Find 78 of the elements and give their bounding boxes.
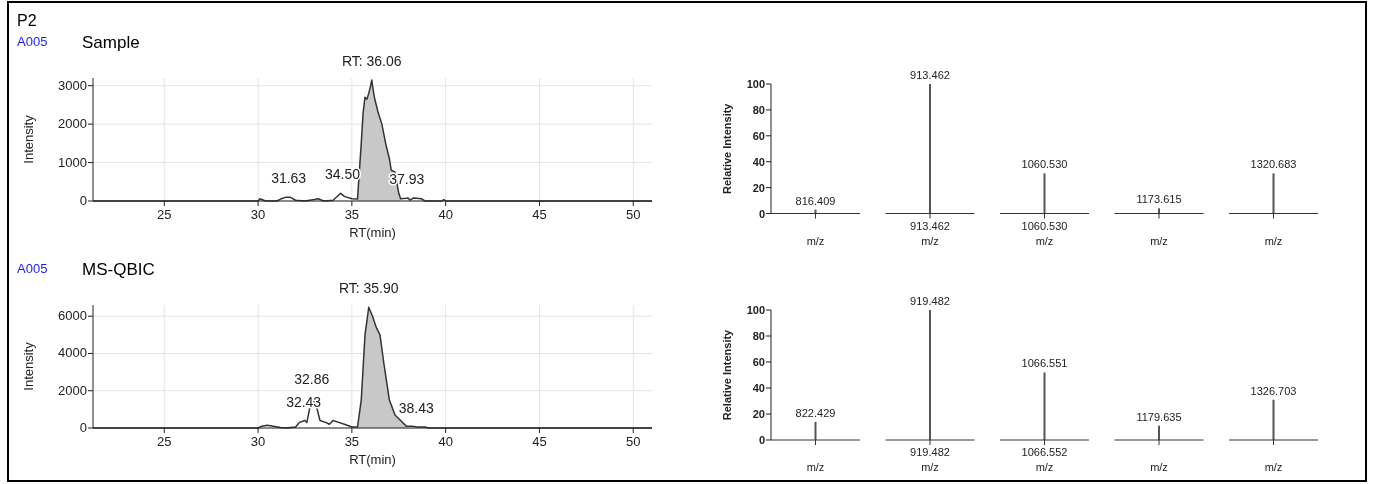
y-tick-label: 0 [758,434,765,446]
x-tick-label: 30 [250,207,266,222]
y-tick-label: 2000 [58,116,87,132]
annotation: RT: 35.90 [338,280,399,297]
bar [1158,425,1160,440]
x-axis-title: RT(min) [349,225,396,240]
text: P2 [17,12,37,29]
annotation: 32.86 [294,371,330,388]
x-axis-title: m/z [806,461,825,473]
text: m/z [1264,234,1283,247]
text: m/z [1264,461,1283,473]
annotation: 816.409 [795,194,836,207]
y-tick-label: 80 [752,103,765,116]
y-axis-title: Relative Intensity [721,328,733,421]
text: m/z [1035,461,1054,473]
y-tick-label: 60 [752,129,765,142]
bar [1043,372,1046,440]
text: m/z [921,461,939,473]
annotation: 919.482 [910,295,950,307]
y-tick-label: 20 [752,408,765,420]
y-axis-title: Intensity [21,341,36,391]
y-tick-label: 80 [752,330,765,342]
y-tick-label: 0 [758,207,765,220]
y-tick-label: 6000 [58,308,87,324]
annotation: 1066.551 [1021,357,1068,370]
text: m/z [921,234,939,247]
x-axis-title: RT(min) [349,452,396,467]
x-tick-label: 25 [157,207,172,222]
y-tick-label: 60 [752,356,765,368]
y-tick-label: 100 [746,304,765,316]
y-tick-label: 20 [752,181,765,194]
annotation: 1060.530 [1021,158,1068,171]
bar [1043,173,1046,214]
bar [1272,173,1275,214]
annotation: 1173.615 [1136,193,1182,206]
y-tick-label: 100 [746,78,765,90]
x-axis-title: m/z [806,234,825,247]
y-tick-label: 0 [79,420,87,435]
y-tick-label: 1000 [58,154,87,170]
y-tick-label: 40 [752,155,765,168]
x-tick-label: 40 [438,434,453,449]
bar [929,84,931,214]
chart-title: Sample [82,33,140,52]
chart-title: MS-QBIC [82,260,155,279]
bar [1272,399,1275,440]
text: A005 [17,261,48,276]
annotation: 38.43 [398,400,434,417]
y-tick-label: 4000 [58,345,87,361]
x-tick-label: 35 [344,207,360,222]
x-tick-label: 40 [438,207,453,222]
text: A005 [17,34,48,49]
x-tick-label: 25 [157,434,172,449]
text: m/z [1150,234,1168,247]
x-tick-label: 1066.552 [1021,446,1068,458]
y-axis-title: Intensity [21,114,36,164]
x-tick-label: 30 [250,434,266,449]
y-tick-label: 3000 [58,77,87,93]
y-tick-label: 0 [79,193,87,208]
annotation: 31.63 [271,170,307,187]
x-tick-label: 45 [532,207,547,222]
bar [814,421,817,440]
annotation: 913.462 [910,69,950,81]
y-tick-label: 40 [752,382,765,394]
annotation: 1179.635 [1136,410,1182,423]
x-tick-label: 50 [626,207,641,222]
bar [929,310,931,440]
x-tick-label: 45 [532,434,547,449]
text: m/z [1035,234,1054,247]
bar [1158,208,1160,214]
y-tick-label: 2000 [58,382,87,398]
annotation: RT: 36.06 [341,52,402,69]
x-tick-label: 50 [626,434,641,449]
y-axis-title: Relative Intensity [721,102,733,194]
annotation: 1326.703 [1250,384,1297,397]
annotation: 1320.683 [1250,158,1297,171]
text: m/z [1150,461,1168,473]
x-tick-label: 35 [344,434,360,449]
annotation: 822.429 [795,406,836,419]
